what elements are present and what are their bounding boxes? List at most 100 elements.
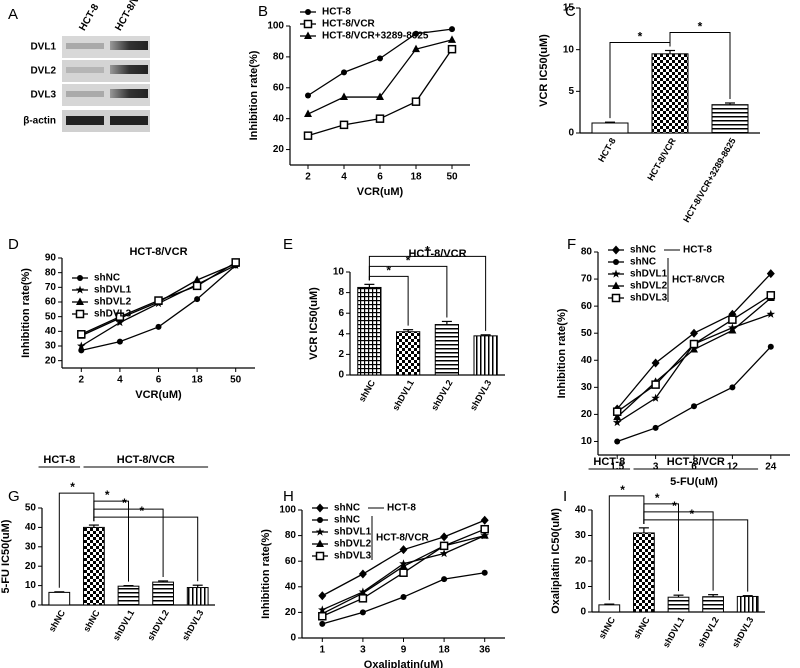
marker bbox=[480, 531, 489, 539]
y-tick-label: 10 bbox=[25, 580, 37, 591]
marker bbox=[729, 384, 736, 391]
x-tick-label: HCT-8/VCR bbox=[645, 136, 678, 183]
x-tick-label: 18 bbox=[410, 172, 422, 183]
legend-group-label: HCT-8/VCR bbox=[376, 533, 430, 544]
y-tick-label: 60 bbox=[45, 297, 57, 308]
y-tick-label: 80 bbox=[285, 530, 297, 541]
y-axis-label: Inhibition rate(%) bbox=[556, 308, 568, 398]
blot-panel: A HCT-8 HCT-8/VCR DVL1 DVL2 DVL3 β-actin bbox=[8, 0, 150, 132]
marker bbox=[767, 343, 774, 350]
chart-panel: B 20 40 60 80 100 Inhibition rate(%) 2 4 6 18 50 VCR… bbox=[248, 3, 470, 198]
marker bbox=[77, 330, 86, 339]
marker bbox=[480, 515, 489, 525]
significance-label: * bbox=[672, 499, 677, 513]
marker bbox=[340, 92, 348, 101]
y-tick-label: 10 bbox=[563, 44, 575, 55]
bar bbox=[591, 122, 629, 134]
marker bbox=[614, 438, 621, 445]
blot-band bbox=[66, 67, 104, 73]
x-tick-label: 24 bbox=[765, 462, 777, 473]
significance-bracket bbox=[643, 519, 749, 592]
y-axis-label: 5-FU IC50(uM) bbox=[0, 519, 12, 593]
x-tick-label: shDVL3 bbox=[468, 378, 493, 412]
y-axis-label: Oxaliplatin IC50(uM) bbox=[550, 508, 562, 614]
y-tick-label: 20 bbox=[575, 556, 587, 567]
marker bbox=[448, 35, 456, 43]
marker bbox=[316, 503, 324, 513]
x-tick-label: shNC bbox=[631, 615, 652, 641]
marker bbox=[612, 245, 620, 255]
marker bbox=[689, 339, 699, 349]
y-tick-label: 20 bbox=[273, 144, 285, 155]
y-tick-label: 20 bbox=[581, 409, 593, 420]
marker bbox=[441, 576, 448, 583]
y-tick-label: 100 bbox=[279, 505, 296, 516]
y-tick-label: 8 bbox=[338, 287, 344, 298]
y-tick-label: 0 bbox=[30, 600, 36, 611]
y-axis-label: Inhibition rate(%) bbox=[20, 268, 32, 358]
y-tick-label: 40 bbox=[25, 522, 37, 533]
panel-label: E bbox=[283, 236, 293, 253]
y-tick-label: 90 bbox=[45, 253, 57, 264]
marker bbox=[318, 611, 327, 621]
y-axis-label: Inhibition rate(%) bbox=[248, 50, 260, 140]
marker bbox=[449, 26, 455, 33]
series-line bbox=[307, 39, 453, 115]
y-tick-label: 50 bbox=[25, 503, 37, 514]
blot-strip bbox=[62, 110, 150, 132]
significance-label: * bbox=[122, 496, 127, 510]
blot-band bbox=[110, 116, 148, 125]
y-tick-label: 80 bbox=[45, 267, 57, 278]
row-label: DVL3 bbox=[30, 90, 56, 101]
chart-panel: I 0 10 20 30 40 Oxaliplatin IC50(uM) shNC shNC sh… bbox=[550, 456, 765, 649]
group-label: HCT-8 bbox=[593, 456, 625, 468]
chart-panel: H 0 20 40 60 80 100 Inhibition rate(%) 1 3 9 18 36 Ox… bbox=[260, 488, 505, 668]
marker bbox=[440, 532, 449, 542]
panel-label: F bbox=[567, 236, 576, 253]
marker bbox=[303, 131, 313, 140]
marker bbox=[613, 412, 622, 421]
x-tick-label: 18 bbox=[192, 375, 204, 386]
legend-label: shDVL3 bbox=[630, 293, 668, 304]
x-tick-label: shDVL2 bbox=[145, 608, 170, 642]
marker bbox=[611, 293, 621, 303]
marker bbox=[116, 338, 123, 345]
marker bbox=[613, 259, 619, 265]
x-tick-label: 6 bbox=[691, 462, 697, 473]
marker bbox=[691, 403, 697, 410]
y-tick-label: 4 bbox=[338, 328, 344, 339]
y-tick-label: 15 bbox=[563, 3, 575, 14]
x-tick-label: shNC bbox=[357, 378, 378, 404]
panel-label: D bbox=[8, 236, 19, 253]
chart-panel: E 0 2 4 6 8 10 VCR IC50(uM) HCT-8/VCR shNC shDVL1 s… bbox=[283, 236, 505, 412]
x-tick-label: 2 bbox=[79, 375, 85, 386]
marker bbox=[412, 44, 420, 53]
blot-band bbox=[66, 91, 104, 97]
marker bbox=[192, 281, 202, 291]
significance-label: * bbox=[425, 244, 430, 258]
y-tick-label: 0 bbox=[290, 633, 296, 644]
row-label: DVL1 bbox=[30, 42, 56, 53]
group-label: HCT-8/VCR bbox=[667, 456, 725, 468]
bar bbox=[357, 286, 382, 376]
legend-label: shNC bbox=[630, 245, 656, 256]
marker bbox=[339, 120, 349, 130]
y-tick-label: 40 bbox=[581, 355, 593, 366]
bar bbox=[83, 526, 105, 606]
legend-label: shDVL3 bbox=[94, 309, 132, 320]
marker bbox=[612, 407, 622, 416]
marker bbox=[154, 296, 163, 305]
x-tick-label: shNC bbox=[597, 615, 618, 641]
bar bbox=[473, 335, 498, 376]
x-tick-label: 3 bbox=[653, 462, 659, 473]
series-line bbox=[616, 297, 772, 418]
x-tick-label: shDVL2 bbox=[695, 615, 720, 649]
marker bbox=[481, 569, 488, 576]
marker bbox=[400, 594, 407, 601]
marker bbox=[155, 323, 162, 330]
bar bbox=[152, 581, 174, 606]
marker bbox=[318, 591, 327, 601]
chart-title: HCT-8/VCR bbox=[408, 248, 466, 260]
legend-label: shDVL1 bbox=[334, 527, 372, 538]
